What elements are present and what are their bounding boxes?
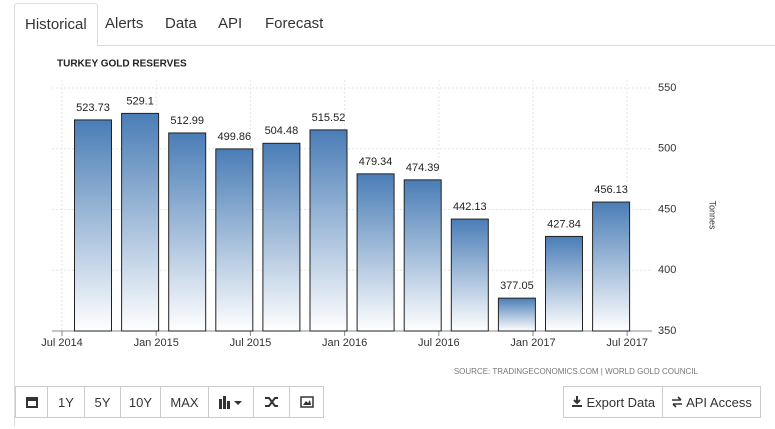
range-button[interactable]: 1Y — [47, 386, 85, 418]
bar — [356, 173, 395, 332]
range-button[interactable]: 10Y — [120, 386, 161, 418]
tab[interactable]: Alerts — [105, 15, 144, 32]
x-tick-label: Jul 2017 — [606, 337, 648, 349]
bar — [450, 218, 489, 332]
shuffle-button[interactable] — [253, 386, 290, 418]
y-tick-label: 400 — [658, 264, 676, 276]
data-label: 504.48 — [265, 125, 299, 137]
tab[interactable]: API — [218, 15, 243, 32]
tab[interactable]: Historical — [14, 3, 98, 47]
bar — [215, 148, 254, 332]
tab[interactable]: Forecast — [265, 15, 324, 32]
data-label: 515.52 — [312, 112, 346, 124]
data-label: 499.86 — [217, 131, 251, 143]
y-tick-label: 450 — [658, 203, 676, 215]
data-label: 377.05 — [500, 280, 534, 292]
bar — [497, 297, 536, 332]
bar — [74, 119, 112, 332]
y-tick-label: 350 — [658, 325, 676, 337]
data-label: 474.39 — [406, 162, 440, 174]
x-tick-label: Jan 2016 — [322, 337, 367, 349]
data-label: 529.1 — [126, 95, 154, 107]
bar — [309, 129, 348, 332]
data-label: 427.84 — [547, 218, 581, 230]
calendar-button[interactable] — [15, 386, 48, 418]
data-label: 523.73 — [76, 102, 110, 114]
bar — [168, 132, 207, 332]
data-label: 456.13 — [594, 184, 628, 196]
y-tick-label: 550 — [658, 82, 676, 94]
chart-type-button[interactable] — [208, 386, 254, 418]
x-tick-label: Jul 2015 — [230, 337, 272, 349]
api-button[interactable]: API Access — [662, 386, 761, 418]
data-label: 479.34 — [359, 156, 393, 168]
range-button[interactable]: 5Y — [84, 386, 121, 418]
chart-panel — [14, 45, 775, 426]
bar — [403, 179, 442, 332]
data-label: 512.99 — [170, 115, 204, 127]
data-label: 442.13 — [453, 201, 487, 213]
x-tick-label: Jan 2015 — [134, 337, 179, 349]
image-button[interactable] — [289, 386, 324, 418]
x-tick-label: Jul 2016 — [418, 337, 460, 349]
button-label: API Access — [686, 395, 752, 410]
tab[interactable]: Data — [165, 15, 197, 32]
range-button[interactable]: MAX — [160, 386, 209, 418]
x-tick-label: Jul 2014 — [41, 337, 83, 349]
y-tick-label: 500 — [658, 143, 676, 155]
source: SOURCE: TRADINGECONOMICS.COM | WORLD GOL… — [454, 367, 699, 376]
x-tick-label: Jan 2017 — [510, 337, 555, 349]
y-axis-label: Tonnes — [708, 200, 718, 230]
chart-title: TURKEY GOLD RESERVES — [57, 59, 187, 70]
button-label: Export Data — [586, 395, 656, 410]
bar — [592, 201, 631, 332]
export-button[interactable]: Export Data — [563, 386, 663, 418]
bar — [121, 112, 160, 332]
bar — [545, 235, 583, 332]
bar — [262, 142, 301, 332]
